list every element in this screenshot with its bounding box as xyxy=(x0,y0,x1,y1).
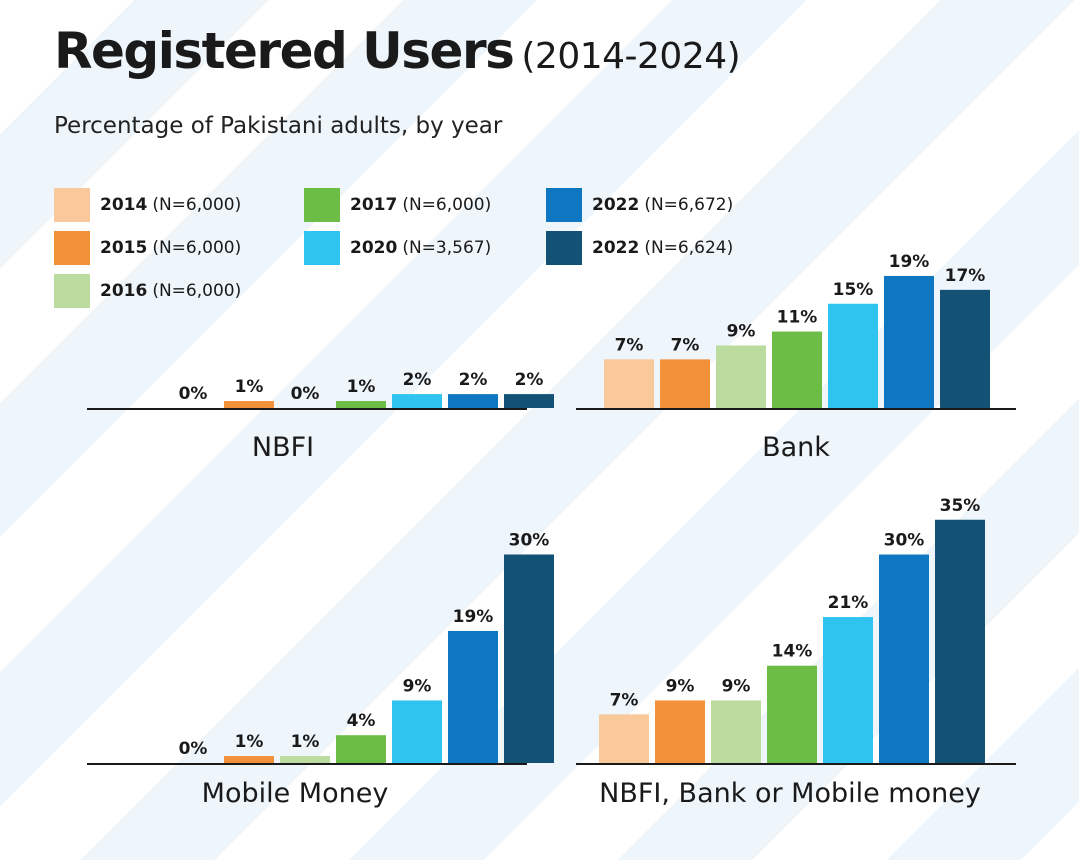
bar-panel-2: 0% 1% 1% 4% 9% 19% 30% Mobile Money xyxy=(87,531,554,809)
bar xyxy=(392,394,442,408)
panel-title: NBFI, Bank or Mobile money xyxy=(599,778,981,809)
legend-year: 2014 xyxy=(100,195,148,215)
legend-item-6: 2022 (N=6,624) xyxy=(546,231,733,265)
bar xyxy=(884,275,934,408)
legend-year: 2016 xyxy=(100,281,148,301)
bar xyxy=(280,756,330,763)
title-main: Registered Users xyxy=(54,22,515,80)
legend-year: 2015 xyxy=(100,238,148,258)
legend-item-3: 2017 (N=6,000) xyxy=(304,188,491,222)
bar xyxy=(224,401,274,408)
bar xyxy=(823,617,873,763)
legend-swatch xyxy=(304,188,340,222)
bar xyxy=(336,735,386,763)
bar-value-label: 15% xyxy=(833,280,874,300)
bar-value-label: 19% xyxy=(453,607,494,627)
bar xyxy=(604,359,654,408)
legend-sample-size: (N=6,672) xyxy=(644,195,734,215)
bar-value-label: 9% xyxy=(727,321,756,341)
panel-title: Mobile Money xyxy=(202,778,389,809)
bar xyxy=(660,359,710,408)
bar-panel-0: 0% 1% 0% 1% 2% 2% 2% NBFI xyxy=(87,370,554,463)
bar xyxy=(828,303,878,408)
bar xyxy=(504,554,554,763)
bar-value-label: 14% xyxy=(772,642,813,662)
bar-value-label: 7% xyxy=(610,690,639,710)
bar-value-label: 2% xyxy=(403,370,432,390)
bar xyxy=(599,714,649,763)
bar-value-label: 17% xyxy=(945,266,986,286)
bar xyxy=(224,756,274,763)
panel-title: NBFI xyxy=(252,432,314,463)
legend-swatch xyxy=(304,231,340,265)
bar-value-label: 19% xyxy=(889,252,930,272)
bar-value-label: 1% xyxy=(347,377,376,397)
bar xyxy=(448,394,498,408)
bar-value-label: 1% xyxy=(235,732,264,752)
legend-year: 2020 xyxy=(350,238,398,258)
legend-year: 2017 xyxy=(350,195,398,215)
legend-item-5: 2022 (N=6,672) xyxy=(546,188,733,222)
bar-value-label: 9% xyxy=(666,676,695,696)
legend-item-0: 2014 (N=6,000) xyxy=(54,188,241,222)
bar-value-label: 9% xyxy=(722,676,751,696)
bar-value-label: 0% xyxy=(291,384,320,404)
bar xyxy=(504,394,554,408)
bar xyxy=(940,289,990,408)
bar-panel-3: 7% 9% 9% 14% 21% 30% 35% NBFI, Bank or Mobile m… xyxy=(576,496,1016,809)
bar-panel-1: 7% 7% 9% 11% 15% 19% 17% Bank xyxy=(576,252,1016,463)
bar-value-label: 1% xyxy=(291,732,320,752)
panel-title: Bank xyxy=(762,432,830,463)
chart-title: Registered Users (2014-2024) xyxy=(54,22,741,80)
legend-sample-size: (N=6,624) xyxy=(644,238,734,258)
legend-item-4: 2020 (N=3,567) xyxy=(304,231,491,265)
bar-value-label: 7% xyxy=(671,335,700,355)
legend-item-1: 2015 (N=6,000) xyxy=(54,231,241,265)
bar xyxy=(716,345,766,408)
bar xyxy=(772,331,822,408)
legend-swatch xyxy=(546,188,582,222)
legend-year: 2022 xyxy=(592,238,640,258)
bar-value-label: 21% xyxy=(828,593,869,613)
legend-item-2: 2016 (N=6,000) xyxy=(54,274,241,308)
bar-value-label: 7% xyxy=(615,335,644,355)
bar-value-label: 1% xyxy=(235,377,264,397)
bar xyxy=(448,630,498,763)
legend-sample-size: (N=6,000) xyxy=(152,238,242,258)
bar xyxy=(392,700,442,763)
bar xyxy=(336,401,386,408)
legend-swatch xyxy=(54,231,90,265)
bar-value-label: 0% xyxy=(179,739,208,759)
bar-value-label: 35% xyxy=(940,496,981,516)
bar xyxy=(655,700,705,763)
bar-value-label: 4% xyxy=(347,711,376,731)
legend-sample-size: (N=6,000) xyxy=(402,195,492,215)
bar-value-label: 2% xyxy=(515,370,544,390)
legend-swatch xyxy=(546,231,582,265)
legend-year: 2022 xyxy=(592,195,640,215)
legend-swatch xyxy=(54,188,90,222)
bar xyxy=(935,519,985,763)
legend-sample-size: (N=6,000) xyxy=(152,195,242,215)
bar xyxy=(767,665,817,763)
legend-swatch xyxy=(54,274,90,308)
legend-sample-size: (N=6,000) xyxy=(152,281,242,301)
bar xyxy=(879,554,929,763)
chart-subtitle: Percentage of Pakistani adults, by year xyxy=(54,113,503,139)
bar-value-label: 0% xyxy=(179,384,208,404)
bar-value-label: 30% xyxy=(509,531,550,551)
bar-value-label: 9% xyxy=(403,676,432,696)
legend-sample-size: (N=3,567) xyxy=(402,238,492,258)
bar xyxy=(711,700,761,763)
bar-value-label: 11% xyxy=(777,308,818,328)
bar-value-label: 30% xyxy=(884,531,925,551)
bar-value-label: 2% xyxy=(459,370,488,390)
title-years: (2014-2024) xyxy=(521,36,741,77)
